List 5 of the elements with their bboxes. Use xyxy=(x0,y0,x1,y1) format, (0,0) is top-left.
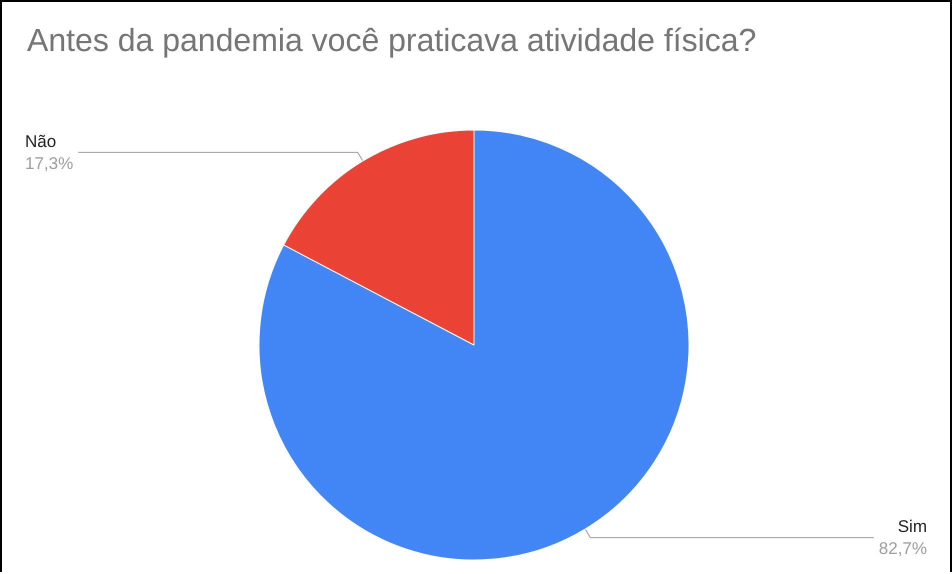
slice-label: Sim xyxy=(898,517,927,536)
chart-title: Antes da pandemia você praticava atividade física? xyxy=(27,22,758,59)
data-label: 82,7% xyxy=(878,539,927,558)
data-label: 17,3% xyxy=(25,154,74,173)
slice-label: Não xyxy=(25,132,56,151)
